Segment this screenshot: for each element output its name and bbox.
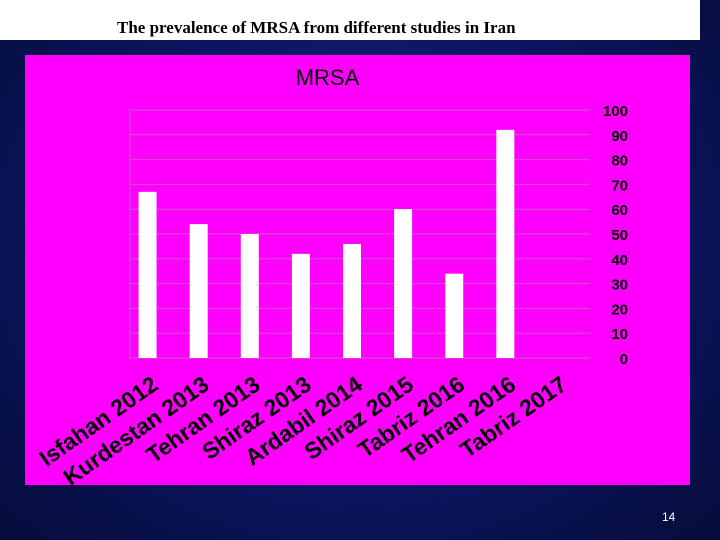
y-tick-label: 30 [611, 277, 628, 294]
y-tick-label: 60 [611, 202, 628, 219]
slide-number: 14 [662, 510, 676, 524]
y-tick-label: 50 [611, 227, 628, 244]
bar [189, 224, 208, 358]
chart-panel: MRSA 100 90 80 70 60 50 40 30 20 10 0 Isfahan 2012 K… [25, 55, 690, 485]
y-tick-label: 90 [611, 128, 628, 145]
bar [240, 234, 259, 358]
bar [496, 129, 515, 358]
y-tick-label: 100 [603, 103, 628, 120]
bar [291, 253, 310, 358]
bar [445, 273, 464, 358]
bar [394, 209, 413, 358]
y-tick-label: 40 [611, 252, 628, 269]
y-tick-label: 0 [620, 351, 628, 368]
y-tick-label: 20 [611, 301, 628, 318]
bar [343, 243, 361, 358]
bar [138, 191, 157, 358]
y-tick-label: 70 [611, 177, 628, 194]
chart-title: MRSA [295, 65, 360, 90]
y-tick-label: 80 [611, 153, 628, 170]
slide-title-banner: The prevalence of MRSA from different st… [0, 0, 700, 40]
y-tick-label: 10 [611, 326, 628, 343]
slide-title: The prevalence of MRSA from different st… [117, 18, 516, 37]
